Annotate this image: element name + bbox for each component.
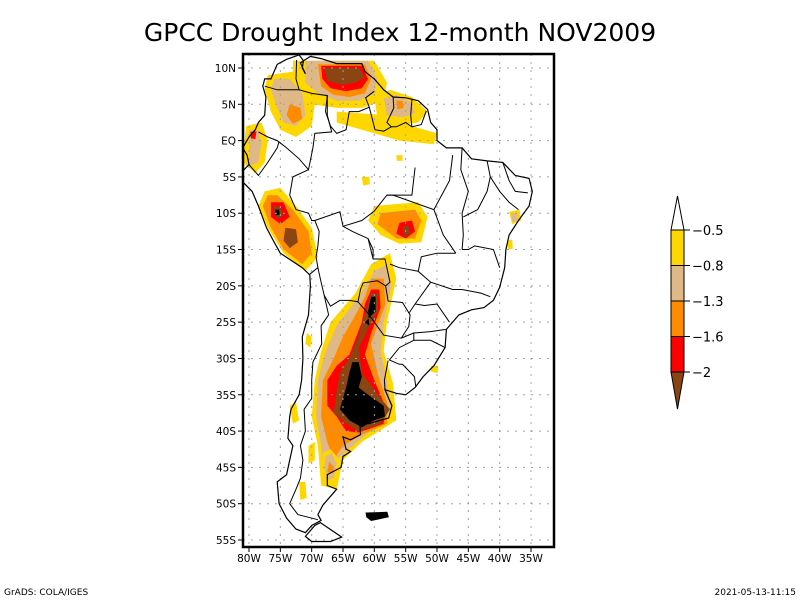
national-border: [342, 210, 375, 227]
colorbar-label: −1.3: [692, 295, 724, 310]
national-border: [433, 155, 454, 210]
south-america-coastline: [243, 54, 533, 534]
national-border: [389, 263, 419, 272]
national-border: [367, 238, 374, 260]
lon-tick-label: 55W: [394, 553, 418, 565]
national-border: [295, 59, 300, 90]
national-border: [502, 162, 528, 194]
lat-tick-label: 35S: [216, 390, 236, 402]
national-border: [413, 328, 446, 334]
colorbar-label: −2: [692, 366, 711, 381]
drought-contour-level-5: [324, 68, 365, 85]
lat-tick-label: 25S: [216, 317, 236, 329]
drought-contour-level-2: [249, 129, 262, 166]
national-border: [462, 245, 501, 268]
drought-contour-level-6: [339, 362, 385, 428]
drought-contour-level-2: [510, 213, 518, 222]
national-border: [413, 339, 446, 349]
longitude-axis: 80W 75W 70W 65W 60W 55W 50W 45W 40W 35W: [237, 547, 543, 565]
tierra-del-fuego-coastline: [304, 521, 343, 543]
colorbar-segment: [670, 265, 685, 302]
lon-tick-label: 40W: [488, 553, 512, 565]
drought-contour-level-1: [308, 442, 315, 464]
lat-tick-label: 55S: [216, 535, 236, 547]
colorbar-segment: [670, 229, 685, 266]
lon-tick-label: 35W: [519, 553, 543, 565]
drought-contour-level-1: [396, 155, 403, 161]
lon-tick-label: 50W: [425, 553, 449, 565]
drought-contour-level-1: [299, 481, 307, 501]
latitude-axis: 10N 5N EQ 5S 10S 15S 20S 25S 30S 35S 40S 45S 50S 55S: [215, 63, 243, 547]
national-border: [373, 194, 457, 254]
lat-tick-label: 15S: [216, 245, 236, 257]
national-border: [489, 176, 519, 210]
national-border: [410, 99, 413, 127]
national-border: [463, 160, 491, 218]
lat-tick-label: 10S: [216, 208, 236, 220]
lon-tick-label: 70W: [300, 553, 324, 565]
colorbar-label: −0.8: [692, 260, 724, 275]
map-title: GPCC Drought Index 12-month NOV2009: [144, 18, 656, 47]
drought-contour-level-3: [327, 461, 335, 474]
lon-tick-label: 80W: [237, 553, 261, 565]
drought-contour-level-3: [396, 100, 404, 110]
falkland-islands: [365, 511, 389, 522]
national-border: [357, 285, 411, 339]
drought-contour-level-5: [402, 226, 411, 237]
national-border: [317, 267, 386, 307]
footer-credit: GrADS: COLA/IGES: [4, 588, 88, 598]
national-border: [383, 360, 389, 390]
drought-contour-level-6: [364, 296, 376, 326]
lat-tick-label: 45S: [216, 462, 236, 474]
lat-tick-label: 40S: [216, 426, 236, 438]
lat-tick-label: 30S: [216, 353, 236, 365]
drought-contour-level-1: [507, 239, 513, 250]
lon-tick-label: 75W: [268, 553, 292, 565]
coastlines-and-borders: [243, 54, 533, 543]
drought-contour-level-3: [286, 104, 303, 124]
colorbar-label: −1.6: [692, 331, 724, 346]
lon-tick-label: 65W: [331, 553, 355, 565]
national-border: [248, 141, 280, 177]
national-border: [460, 147, 469, 250]
national-border: [415, 303, 450, 323]
map-frame: [241, 52, 556, 549]
drought-shading: [243, 60, 521, 501]
footer-timestamp: 2021-05-13-11:15: [715, 588, 797, 598]
colorbar-segment: [670, 336, 685, 373]
lat-tick-label: EQ: [221, 136, 236, 148]
national-border: [289, 295, 330, 521]
drought-contour-level-6: [275, 209, 280, 216]
lat-tick-label: 50S: [216, 499, 236, 511]
drought-contour-level-1: [336, 111, 437, 145]
lat-tick-label: 10N: [215, 63, 236, 75]
national-border: [386, 96, 395, 128]
drought-contour-level-1: [305, 333, 312, 348]
national-border: [386, 167, 416, 196]
colorbar-label: −0.5: [692, 224, 724, 239]
national-border: [388, 332, 417, 387]
national-border: [368, 107, 427, 132]
lat-tick-label: 5N: [221, 99, 236, 111]
lat-tick-label: 20S: [216, 281, 236, 293]
national-border: [289, 169, 320, 275]
colorbar-segment: [670, 300, 685, 337]
drought-contour-level-5: [283, 227, 298, 249]
national-border: [324, 90, 375, 134]
lon-tick-label: 45W: [456, 553, 480, 565]
lon-tick-label: 60W: [362, 553, 386, 565]
colorbar-legend: −0.5 −0.8 −1.3 −1.6 −2: [670, 195, 724, 410]
drought-contour-level-1: [361, 176, 370, 186]
national-border: [258, 85, 333, 171]
colorbar-bottom-arrow: [670, 371, 685, 410]
lat-tick-label: 5S: [223, 172, 237, 184]
national-border: [314, 211, 391, 287]
